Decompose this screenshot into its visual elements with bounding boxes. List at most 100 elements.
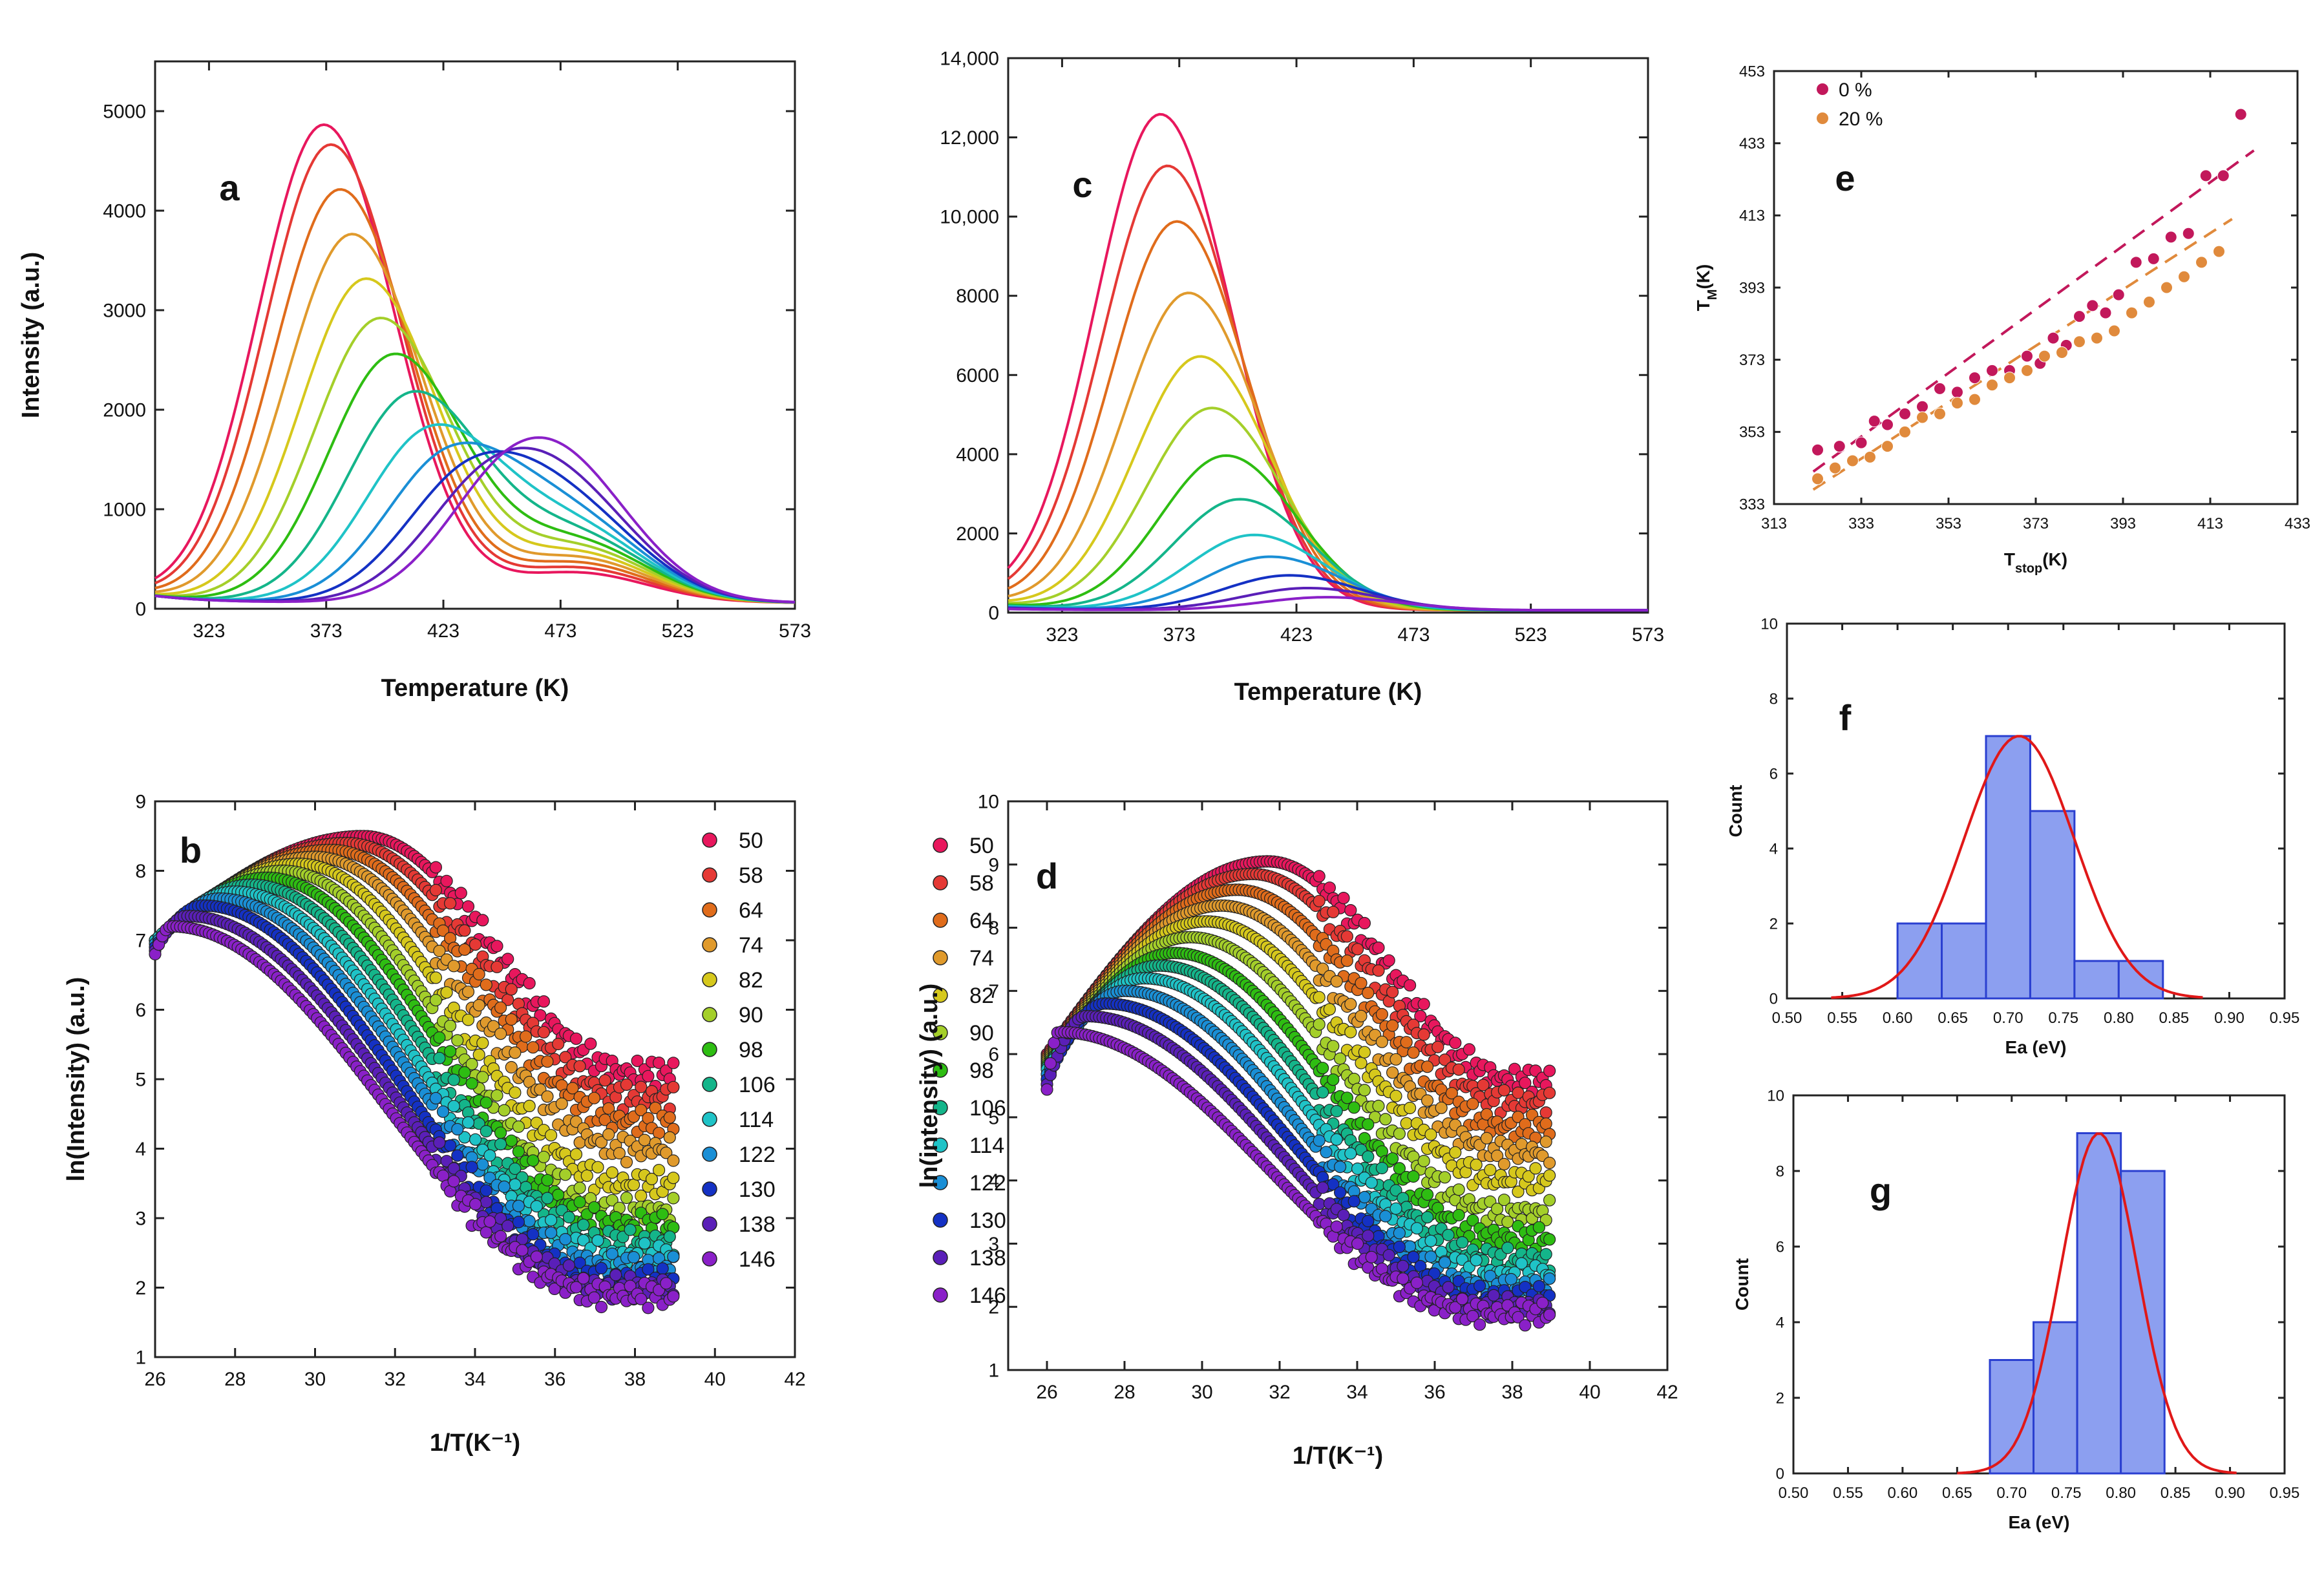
point [2003, 372, 2016, 385]
point [1864, 450, 1876, 463]
point [469, 1197, 482, 1211]
point [2073, 335, 2086, 348]
x-axis-title: Ea (eV) [2009, 1512, 2070, 1532]
legend-label-130: 130 [969, 1208, 1006, 1233]
point [1362, 1118, 1375, 1131]
point [1986, 364, 1998, 377]
y-axis-title-main: T [1693, 300, 1713, 311]
point [609, 1269, 622, 1281]
point [2099, 306, 2112, 319]
point [552, 1037, 565, 1051]
legend-marker-64 [933, 912, 948, 928]
y-tick-label: 6 [1769, 765, 1778, 783]
x-axis-title-tail: (K) [2042, 549, 2067, 569]
point [1407, 1046, 1420, 1059]
point [487, 1020, 500, 1033]
x-tick-label: 323 [193, 620, 225, 642]
point [663, 1111, 676, 1124]
x-tick-label: 0.95 [2270, 1484, 2300, 1502]
legend-marker-130 [933, 1212, 948, 1228]
x-tick-label: 423 [427, 620, 460, 642]
bar-0 [1896, 922, 1943, 1000]
point [1375, 1007, 1388, 1021]
point [2021, 364, 2033, 377]
point [491, 940, 503, 953]
y-tick-label: 6 [135, 1000, 146, 1021]
point [465, 1077, 478, 1090]
x-tick-label: 0.90 [2215, 1484, 2245, 1502]
legend-marker-122 [702, 1146, 717, 1162]
point [1358, 1084, 1371, 1097]
point [544, 1214, 558, 1227]
point [1410, 1222, 1423, 1235]
point [606, 1247, 618, 1260]
legend-label-114: 114 [969, 1133, 1004, 1158]
y-tick-label: 14,000 [940, 48, 999, 70]
y-tick-label: 1 [988, 1360, 999, 1382]
x-tick-label: 0.75 [2048, 1009, 2078, 1027]
legend-marker-146 [702, 1251, 717, 1267]
point [1543, 1086, 1556, 1099]
point [1386, 1066, 1399, 1079]
point [2129, 256, 2142, 269]
x-tick-label: 323 [1046, 624, 1078, 646]
point [447, 960, 460, 973]
y-tick-label: 7 [135, 931, 146, 952]
point [530, 1199, 543, 1213]
legend-label-98: 98 [969, 1059, 994, 1083]
point [667, 1192, 680, 1205]
point [512, 1120, 525, 1133]
point [1899, 407, 1911, 420]
point [2126, 306, 2138, 319]
point [1379, 1113, 1392, 1126]
point [1393, 1127, 1406, 1140]
point [516, 1244, 529, 1257]
point [1320, 1146, 1333, 1159]
x-tick-label: 0.60 [1883, 1009, 1913, 1027]
legend-marker-98 [702, 1042, 717, 1057]
y-tick-label: 6 [1776, 1238, 1784, 1256]
x-tick-label: 36 [544, 1369, 565, 1390]
point [1435, 1101, 1448, 1114]
point [638, 1237, 651, 1250]
point [458, 924, 471, 937]
point [451, 1034, 464, 1047]
point [1330, 1104, 1343, 1118]
point [537, 1150, 551, 1163]
point [2108, 324, 2120, 337]
point [433, 1051, 446, 1064]
point [537, 1026, 551, 1039]
y-tick-label: 10 [1767, 1087, 1784, 1104]
point [1340, 1091, 1353, 1104]
point [620, 1155, 633, 1168]
point [573, 1060, 586, 1073]
point [1362, 1214, 1375, 1228]
point [1812, 443, 1824, 456]
point [436, 924, 450, 937]
legend-marker-90 [702, 1007, 717, 1022]
point [447, 1175, 460, 1188]
point [523, 1099, 536, 1113]
panel-letter: c [1072, 164, 1092, 205]
panel-letter: b [180, 830, 202, 870]
point [1846, 454, 1859, 467]
x-tick-label: 373 [1163, 624, 1196, 646]
point [443, 1045, 457, 1058]
panel-letter: d [1036, 856, 1058, 896]
point [577, 1272, 590, 1285]
point [580, 1169, 593, 1182]
point [595, 1135, 608, 1149]
x-tick-label: 30 [304, 1369, 326, 1390]
point [1358, 1190, 1371, 1204]
legend-marker-114 [702, 1112, 717, 1127]
point [472, 967, 485, 981]
legend-marker-58 [702, 867, 717, 883]
y-tick-label: 0 [1776, 1465, 1784, 1482]
y-tick-label: 4 [1776, 1314, 1784, 1331]
point [1934, 407, 1946, 420]
point [1365, 1176, 1378, 1189]
bar-5 [2117, 960, 2164, 1000]
y-tick-label: 5000 [103, 101, 146, 123]
point [505, 1060, 518, 1074]
point [1868, 415, 1881, 428]
